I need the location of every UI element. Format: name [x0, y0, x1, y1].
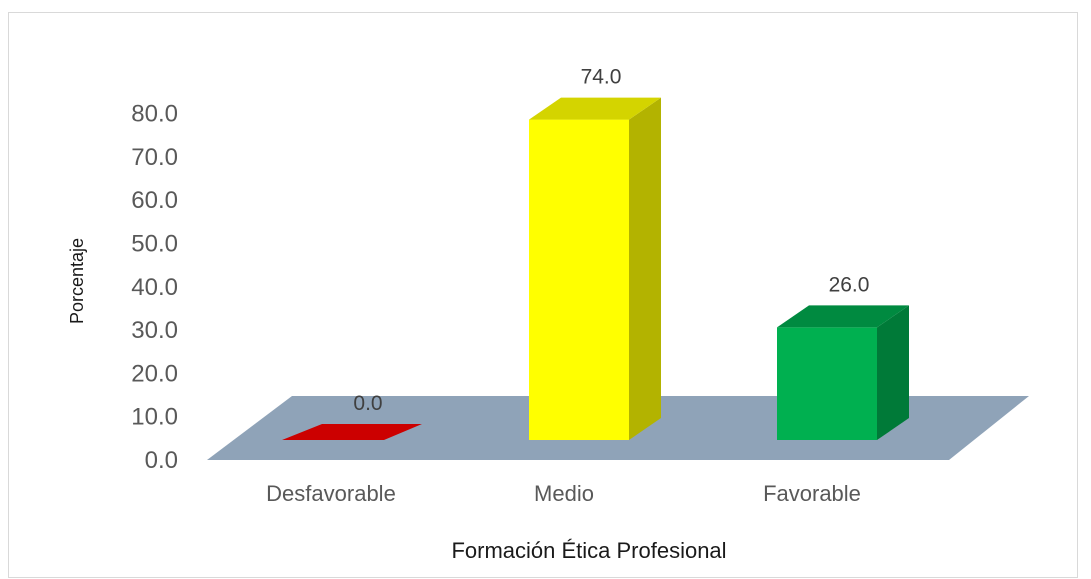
bar-side — [629, 97, 661, 440]
y-tick-label: 30.0 — [131, 317, 178, 344]
y-tick-label: 40.0 — [131, 274, 178, 301]
y-axis-title: Porcentaje — [67, 238, 87, 324]
bar-desfavorable — [282, 424, 422, 440]
y-tick-label: 50.0 — [131, 231, 178, 258]
chart-frame: 0.0 10.0 20.0 30.0 40.0 50.0 60.0 70.0 80.0 0.0 7… — [8, 12, 1078, 578]
bar-top — [529, 97, 661, 120]
bars — [282, 97, 909, 440]
y-tick-label: 60.0 — [131, 187, 178, 214]
y-tick-label: 10.0 — [131, 404, 178, 431]
x-axis-title: Formación Ética Profesional — [451, 538, 726, 563]
bar-favorable — [777, 305, 909, 440]
y-tick-label: 70.0 — [131, 144, 178, 171]
bar-chart: 0.0 10.0 20.0 30.0 40.0 50.0 60.0 70.0 80.0 0.0 7… — [67, 66, 1029, 563]
bar-side — [877, 305, 909, 440]
data-labels: 0.0 74.0 26.0 — [353, 66, 869, 415]
y-tick-label: 20.0 — [131, 360, 178, 387]
x-category-label: Medio — [534, 481, 594, 506]
x-category-label: Desfavorable — [266, 481, 396, 506]
bar-top — [777, 305, 909, 328]
y-axis-ticks: 0.0 10.0 20.0 30.0 40.0 50.0 60.0 70.0 80.0 — [131, 101, 178, 474]
y-tick-label: 0.0 — [145, 447, 178, 474]
data-label: 26.0 — [829, 273, 870, 296]
y-tick-label: 80.0 — [131, 101, 178, 128]
bar-flat — [282, 424, 422, 440]
x-category-label: Favorable — [763, 481, 861, 506]
x-axis-categories: Desfavorable Medio Favorable — [266, 481, 861, 506]
data-label: 0.0 — [353, 392, 382, 415]
bar-front — [777, 327, 877, 440]
data-label: 74.0 — [581, 66, 622, 89]
bar-medio — [529, 97, 661, 440]
bar-front — [529, 119, 629, 440]
